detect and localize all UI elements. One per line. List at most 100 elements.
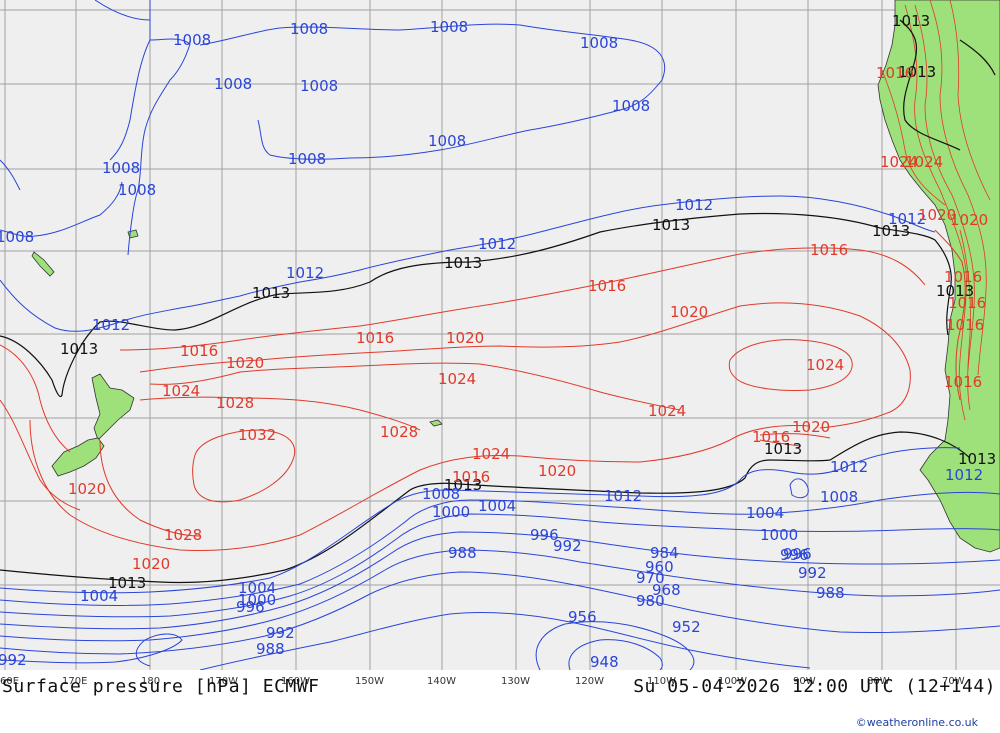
isobar-label-1013: 1013 [252,284,290,302]
isobar-label-low: 1012 [604,487,642,505]
isobars-high [0,229,966,551]
isobar-label-low: 1008 [820,488,858,506]
isobar-label-low: 1008 [300,77,338,95]
isobar-label-low: 996 [780,546,809,564]
isobar-label-low: 1000 [432,503,470,521]
isobar-label-low: 1012 [888,210,926,228]
isobar-label-high: 1028 [164,526,202,544]
isobar-label-low: 1012 [286,264,324,282]
new-zealand-south-island [51,437,105,477]
isobar-label-low: 1012 [478,235,516,253]
isobar-1013-north [0,212,952,398]
isobar-label-high: 1020 [670,303,708,321]
credit-link[interactable]: ©weatheronline.co.uk [855,716,978,729]
isobar-label-high: 1020 [918,206,956,224]
labels-standard: 1013 1013 1013 1013 1013 1013 1013 1013 … [60,12,996,592]
isobar-label-1013: 1013 [108,574,146,592]
isobar-label-low: 1004 [478,497,516,515]
isobar-label-low: 1000 [760,526,798,544]
isobar-1008-north-region [94,0,191,256]
land-masses [31,0,1000,553]
isobar-label-high: 1020 [226,354,264,372]
lon-label: 80W [867,676,890,687]
isobar-label-low: 988 [448,544,477,562]
isobar-label-1013: 1013 [936,282,974,300]
isobar-label-high: 1016 [356,329,394,347]
isobar-label-high: 1016 [948,294,986,312]
isobar-1012-north [0,195,936,332]
lon-label: 110W [647,676,676,687]
isobar-label-low: 1004 [746,504,784,522]
isobar-label-low: 1008 [214,75,252,93]
isobar-label-1013: 1013 [958,450,996,468]
labels-low: 1008 1008 1008 1008 1008 1008 1008 1008 … [0,18,983,671]
isobar-label-low: 996 [783,545,812,563]
isobar-label-high: 1024 [905,153,943,171]
isobar-label-low: 1008 [102,159,140,177]
isobar-label-1013: 1013 [444,476,482,494]
isobar-label-low: 960 [645,558,674,576]
isobar-1012-south [0,447,961,594]
isobar-label-low: 1012 [830,458,868,476]
isobar-label-high: 1024 [162,382,200,400]
isobar-label-high: 1016 [452,468,490,486]
isobar-label-low: 992 [266,624,295,642]
isobar-label-low: 1004 [238,579,276,597]
isobar-1024-closed-east [728,339,853,391]
isobar-label-low: 980 [636,592,665,610]
lon-label: 60E [0,676,19,687]
isobar-label-low: 1008 [173,31,211,49]
isobar-label-1013: 1013 [444,254,482,272]
isobar-label-high: 1016 [588,277,626,295]
isobar-label-high: 1016 [876,64,914,82]
isobar-label-high: 1024 [648,402,686,420]
isobar-label-high: 1016 [946,316,984,334]
isobar-label-1013: 1013 [892,12,930,30]
isobar-1008-west [0,159,123,237]
forecast-datetime: Su 05-04-2026 12:00 UTC (12+144) [633,676,996,697]
isobar-label-high: 1016 [944,373,982,391]
isobar-label-low: 984 [650,544,679,562]
andes-terrain-contours [881,0,991,421]
isobar-label-low: 1008 [430,18,468,36]
isobar-label-low: 956 [568,608,597,626]
isobar-1032-closed [192,429,296,503]
isobar-label-high: 1016 [810,241,848,259]
isobar-label-high: 1016 [944,268,982,286]
lon-label: 90W [793,676,816,687]
isobar-label-high: 1020 [68,480,106,498]
isobar-label-low: 996 [530,526,559,544]
lon-label: 170E [62,676,87,687]
isobar-label-low: 952 [672,618,701,636]
isobar-label-high: 1020 [538,462,576,480]
isobar-label-high: 1024 [438,370,476,388]
isobar-label-high: 1020 [446,329,484,347]
isobar-label-high: 1024 [472,445,510,463]
lon-label: 100W [718,676,747,687]
labels-high: 1016 1016 1016 1016 1016 1016 1016 1016 … [68,64,988,573]
isobar-label-low: 948 [590,653,619,671]
new-caledonia [31,251,55,277]
lon-label: 180 [141,676,160,687]
isobar-1013-south [0,431,971,584]
sea-background [0,0,1000,670]
isobar-label-low: 1008 [580,34,618,52]
isobar-label-low: 1008 [288,150,326,168]
isobar-1008-south-loop [789,478,809,499]
isobar-label-low: 1012 [92,316,130,334]
isobar-label-high: 1016 [752,428,790,446]
isobar-label-low: 988 [256,640,285,658]
isobar-label-high: 1020 [792,418,830,436]
lon-label: 160W [281,676,310,687]
footer-band [0,670,1000,733]
isobar-label-high: 1020 [132,555,170,573]
isobar-label-1013: 1013 [60,340,98,358]
isobar-label-1013: 1013 [652,216,690,234]
isobar-label-low: 1008 [0,228,34,246]
isobar-label-low: 992 [553,537,582,555]
isobar-label-high: 1032 [238,426,276,444]
isobar-label-low: 1008 [428,132,466,150]
isobar-label-high: 1028 [380,423,418,441]
